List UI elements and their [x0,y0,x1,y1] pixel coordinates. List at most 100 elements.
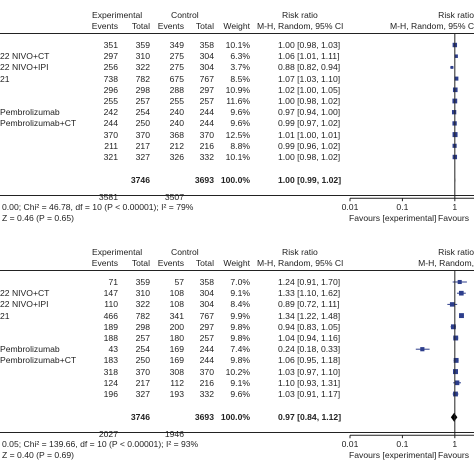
study-label: 22 NIVO+CT [0,51,50,62]
study-ci: 1.06 [0.95, 1.18] [278,355,341,366]
study-weight: 9.6% [230,118,250,129]
study-ci: 1.00 [0.98, 1.03] [278,40,341,50]
study-point [454,54,458,58]
study-weight: 10.2% [225,366,250,377]
study-ctl-events: 675 [169,73,184,84]
study-ci: 1.24 [0.91, 1.70] [278,277,341,287]
header-weight: Weight [223,21,250,31]
study-ci: 0.99 [0.96, 1.02] [278,140,341,151]
study-exp-events: 466 [103,310,118,321]
x-tick-label: 0.1 [396,202,409,213]
study-ci: 1.00 [0.98, 1.02] [278,96,341,106]
study-point [457,279,462,285]
total-ctl: 3693 [194,412,214,423]
header-risk-ratio: Risk ratio [282,10,318,20]
study-ctl-total: 358 [199,277,214,287]
total-weight: 100.0% [220,412,250,423]
study-ci: 1.10 [0.93, 1.31] [278,377,341,388]
study-ctl-total: 244 [199,355,214,366]
study-ctl-events: 112 [170,377,184,388]
study-ctl-total: 304 [199,62,214,73]
study-ctl-events: 169 [169,344,184,355]
study-ctl-events: 212 [169,140,184,151]
study-exp-total: 322 [135,62,150,73]
study-ctl-events: 108 [169,288,184,299]
study-weight: 10.1% [225,40,250,50]
header-events-ctl: Events [157,258,184,268]
study-exp-total: 359 [135,277,150,287]
forest-plot-svg [349,33,474,202]
study-point [420,347,425,352]
study-ci: 1.04 [0.94, 1.16] [278,333,341,343]
favours-experimental: Favours [experimental] [349,213,437,224]
study-exp-events: 351 [103,40,118,50]
study-ci: 1.03 [0.91, 1.17] [278,389,341,399]
study-exp-events: 147 [103,288,118,299]
x-tick-label: 0.01 [341,439,359,450]
study-exp-total: 217 [135,377,150,388]
header-total-ctl: Total [195,21,214,31]
study-point [449,302,455,307]
total-events-exp: 2027 [98,429,118,440]
study-ctl-total: 216 [199,377,214,388]
study-exp-total: 254 [135,107,150,118]
study-point [450,324,456,330]
study-exp-events: 242 [103,107,118,118]
study-ci: 0.94 [0.83, 1.05] [278,321,341,332]
study-ctl-total: 297 [199,84,214,95]
study-exp-total: 298 [135,84,150,95]
study-exp-total: 310 [135,51,150,62]
study-point [450,65,454,69]
study-weight: 8.5% [230,73,250,84]
study-exp-events: 296 [103,84,118,95]
total-events-ctl: 3507 [164,192,184,203]
favours-control: Favours [438,213,470,224]
study-weight: 9.6% [230,107,250,118]
total-ci: 1.00 [0.99, 1.02] [278,175,342,186]
study-weight: 9.8% [230,355,250,366]
study-weight: 8.8% [230,140,250,151]
header-experimental: Experimental [92,247,143,257]
study-point [459,313,464,319]
study-exp-events: 244 [103,118,118,129]
total-exp: 3746 [130,412,150,423]
study-ctl-events: 108 [169,299,184,310]
study-exp-events: 189 [103,321,118,332]
study-ctl-total: 244 [199,107,214,118]
study-label: 21 [0,310,10,321]
forest-plot-top: Experimental Control Risk ratio Risk ratio E… [0,10,474,224]
study-weight: 9.8% [230,333,250,343]
study-label: Pembrolizumab+CT [0,355,77,366]
study-ctl-events: 240 [169,107,184,118]
study-exp-events: 71 [108,277,118,287]
x-tick-label: 1 [452,439,458,450]
header-total-ctl: Total [195,258,214,268]
study-weight: 9.8% [230,321,250,332]
study-exp-total: 359 [135,40,150,50]
study-point [453,335,459,341]
study-exp-total: 298 [135,321,150,332]
study-weight: 7.4% [230,344,250,355]
study-exp-events: 110 [104,299,118,310]
x-tick-label: 0.01 [341,202,359,213]
x-tick-label: 1 [452,202,458,213]
header-experimental: Experimental [92,10,143,20]
forest-plot-svg [349,270,474,439]
study-exp-events: 43 [108,344,118,355]
study-weight: 12.5% [225,129,250,140]
study-exp-total: 322 [135,299,150,310]
heterogeneity-text: 0.05; Chi² = 139.66, df = 10 (P < 0.0000… [2,439,199,450]
study-ctl-events: 193 [169,389,184,399]
study-ctl-events: 57 [174,277,184,287]
study-exp-events: 124 [103,377,118,388]
study-ctl-total: 244 [199,344,214,355]
study-ctl-events: 169 [169,355,184,366]
study-ctl-total: 244 [199,118,214,129]
study-weight: 3.7% [230,62,250,73]
favours-control: Favours [438,450,470,461]
total-events-exp: 3581 [98,192,118,203]
study-label: 22 NIVO+IPI [0,62,49,73]
study-weight: 9.1% [230,288,250,299]
study-ctl-events: 200 [169,321,184,332]
header-total-exp: Total [131,21,150,31]
